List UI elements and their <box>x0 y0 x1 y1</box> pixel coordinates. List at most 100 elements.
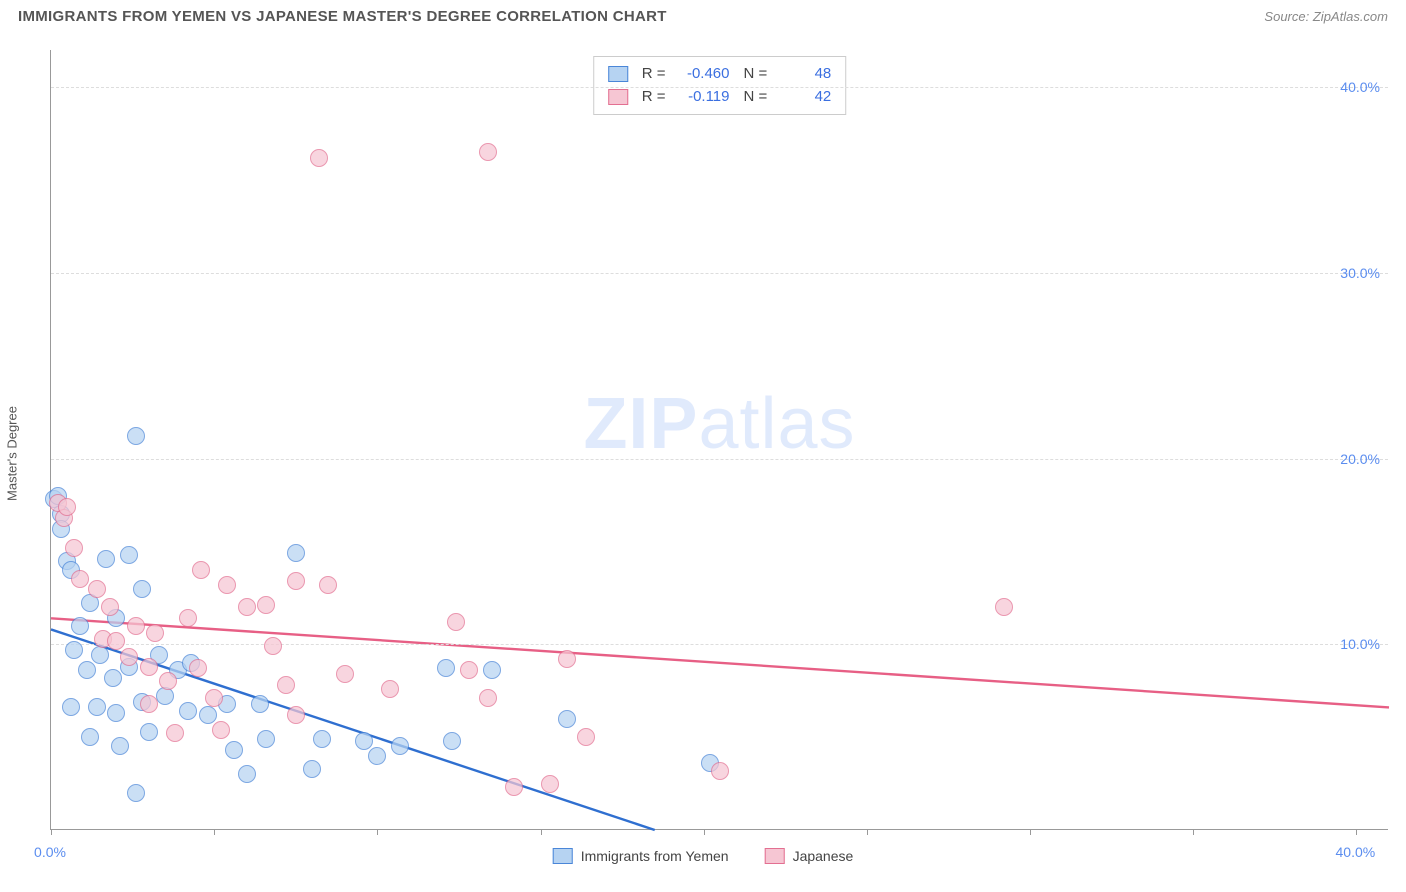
r-value: -0.460 <box>674 63 730 86</box>
x-tick-label: 0.0% <box>34 844 66 860</box>
data-point <box>995 598 1013 616</box>
data-point <box>238 598 256 616</box>
data-point <box>111 737 129 755</box>
legend-stat-row: R =-0.119N =42 <box>608 86 832 109</box>
data-point <box>505 778 523 796</box>
data-point <box>78 661 96 679</box>
data-point <box>127 427 145 445</box>
x-tick <box>867 829 868 835</box>
data-point <box>120 546 138 564</box>
data-point <box>107 632 125 650</box>
x-tick <box>541 829 542 835</box>
data-point <box>479 689 497 707</box>
legend-stat-row: R = -0.460 N = 48 <box>608 63 832 86</box>
data-point <box>251 695 269 713</box>
data-point <box>127 784 145 802</box>
legend-item: Japanese <box>765 848 854 864</box>
data-point <box>62 698 80 716</box>
y-axis-label: Master's Degree <box>5 406 20 501</box>
source-prefix: Source: <box>1264 9 1309 24</box>
data-point <box>287 572 305 590</box>
data-point <box>205 689 223 707</box>
data-point <box>189 659 207 677</box>
data-point <box>140 695 158 713</box>
y-tick-label: 10.0% <box>1340 636 1380 652</box>
data-point <box>460 661 478 679</box>
data-point <box>101 598 119 616</box>
data-point <box>368 747 386 765</box>
series-legend: Immigrants from YemenJapanese <box>553 848 854 864</box>
data-point <box>443 732 461 750</box>
chart-title: IMMIGRANTS FROM YEMEN VS JAPANESE MASTER… <box>18 8 667 25</box>
n-label: N = <box>744 86 768 109</box>
grid-line <box>51 644 1388 645</box>
x-tick <box>377 829 378 835</box>
data-point <box>264 637 282 655</box>
data-point <box>140 658 158 676</box>
data-point <box>192 561 210 579</box>
data-point <box>437 659 455 677</box>
n-label: N = <box>744 63 768 86</box>
data-point <box>479 143 497 161</box>
scatter-chart: ZIPatlas R =-0.460N =48R =-0.119N =42 10… <box>50 50 1388 830</box>
legend-label: Japanese <box>793 848 854 864</box>
data-point <box>711 762 729 780</box>
data-point <box>71 617 89 635</box>
data-point <box>287 544 305 562</box>
data-point <box>140 723 158 741</box>
data-point <box>257 596 275 614</box>
data-point <box>238 765 256 783</box>
data-point <box>212 721 230 739</box>
data-point <box>257 730 275 748</box>
legend-swatch <box>553 848 573 864</box>
data-point <box>179 609 197 627</box>
data-point <box>91 646 109 664</box>
data-point <box>97 550 115 568</box>
data-point <box>313 730 331 748</box>
data-point <box>166 724 184 742</box>
data-point <box>81 728 99 746</box>
data-point <box>483 661 501 679</box>
grid-line <box>51 87 1388 88</box>
n-value: 48 <box>775 63 831 86</box>
x-tick-label: 40.0% <box>1336 844 1376 860</box>
source-name: ZipAtlas.com <box>1313 9 1388 24</box>
data-point <box>310 149 328 167</box>
data-point <box>159 672 177 690</box>
data-point <box>218 576 236 594</box>
data-point <box>319 576 337 594</box>
r-label: R = <box>642 86 666 109</box>
data-point <box>277 676 295 694</box>
data-point <box>71 570 89 588</box>
data-point <box>558 710 576 728</box>
x-tick <box>1356 829 1357 835</box>
x-tick <box>214 829 215 835</box>
x-tick <box>704 829 705 835</box>
data-point <box>199 706 217 724</box>
data-point <box>391 737 409 755</box>
data-point <box>287 706 305 724</box>
y-tick-label: 30.0% <box>1340 265 1380 281</box>
correlation-legend: R =-0.460N =48R =-0.119N =42 <box>593 56 847 115</box>
r-value: -0.119 <box>674 86 730 109</box>
trend-line <box>51 618 1389 707</box>
x-tick <box>51 829 52 835</box>
data-point <box>133 580 151 598</box>
y-tick-label: 20.0% <box>1340 451 1380 467</box>
legend-swatch <box>608 89 628 105</box>
data-point <box>381 680 399 698</box>
data-point <box>107 704 125 722</box>
grid-line <box>51 273 1388 274</box>
data-point <box>120 648 138 666</box>
data-point <box>336 665 354 683</box>
data-point <box>88 698 106 716</box>
data-point <box>127 617 145 635</box>
r-label: R = <box>642 63 666 86</box>
trend-lines-layer <box>51 50 1388 829</box>
data-point <box>303 760 321 778</box>
chart-header: IMMIGRANTS FROM YEMEN VS JAPANESE MASTER… <box>0 0 1406 29</box>
data-point <box>146 624 164 642</box>
data-point <box>577 728 595 746</box>
data-point <box>355 732 373 750</box>
x-tick <box>1030 829 1031 835</box>
